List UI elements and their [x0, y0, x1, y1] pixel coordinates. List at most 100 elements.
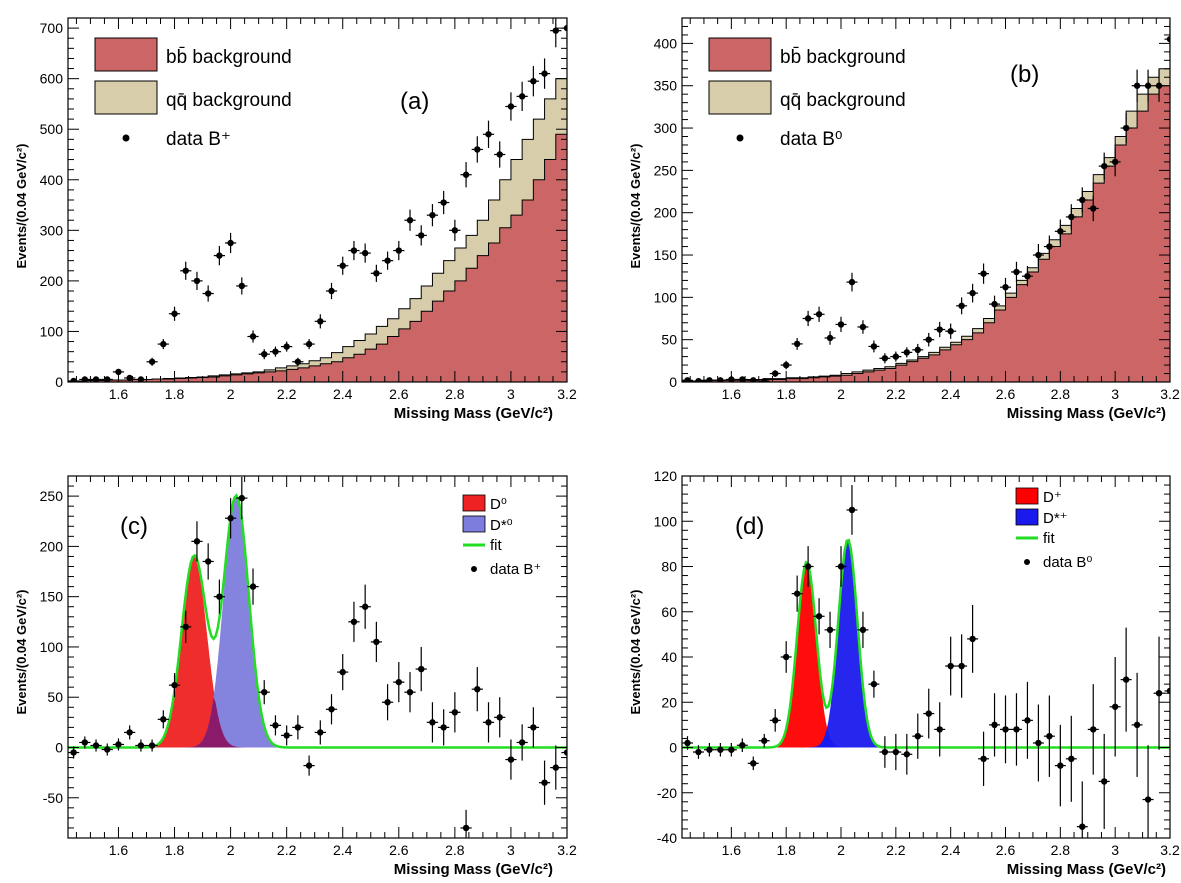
- panel-c-data-point: [204, 558, 212, 565]
- panel-b-data-point: [947, 328, 954, 335]
- panel-c-y-tick-label: 50: [47, 689, 63, 705]
- panel-d-data-point: [1035, 739, 1042, 747]
- panel-d-data-point: [1133, 721, 1141, 729]
- panel-a-data-point: [204, 290, 212, 297]
- panel-d-data-point: [750, 760, 757, 767]
- panel-b-x-tick-label: 3.2: [1160, 386, 1180, 402]
- panel-d-legend-data-label: data B⁰: [1043, 554, 1092, 571]
- panel-b-x-tick-label: 2.8: [1051, 386, 1071, 402]
- panel-b-data-point: [870, 343, 878, 350]
- panel-a-data-point: [137, 376, 145, 382]
- panel-b-data-point: [1101, 162, 1108, 170]
- panel-d-data-point: [826, 626, 834, 634]
- panel-a-clipped-marks: [68, 18, 567, 382]
- panel-c-data-point: [530, 724, 537, 731]
- panel-a-data-point: [305, 340, 313, 348]
- panel-b-data-point: [1111, 158, 1119, 166]
- panel-a-x-tick-label: 3.2: [557, 386, 577, 402]
- panel-d-data-point: [1024, 717, 1031, 724]
- panel-d-data-point: [1002, 726, 1009, 733]
- panel-a-data-point: [361, 249, 369, 257]
- panel-b-data-point: [706, 377, 713, 382]
- panel-a-label: (a): [400, 88, 429, 115]
- panel-a-data-point: [350, 247, 358, 254]
- panel-d-data-point: [870, 680, 878, 688]
- panel-b-x-tick-label: 1.8: [776, 386, 796, 402]
- panel-d-data-point: [684, 739, 691, 747]
- panel-d-data-point: [1046, 732, 1053, 740]
- panel-a-data-point: [126, 374, 133, 382]
- panel-b-data-point: [695, 377, 702, 382]
- panel-c-x-tick-label: 3.2: [557, 842, 577, 858]
- panel-a-data-point: [384, 257, 391, 264]
- panel-a-legend-data-label: data B⁺: [166, 129, 231, 150]
- panel-b-data-point: [1068, 213, 1075, 221]
- panel-a-legend-bb-label: bb̄ background: [166, 47, 292, 68]
- panel-a-data-point: [160, 340, 167, 348]
- panel-a-legend-data-marker: [122, 134, 130, 142]
- panel-c-data-point: [227, 515, 234, 522]
- panel-b-data-point: [1166, 35, 1170, 43]
- panel-c-legend-data-marker: [471, 566, 477, 572]
- panel-c-x-tick-label: 3: [507, 842, 515, 858]
- panel-c-y-tick-label: 100: [40, 639, 64, 655]
- panel-d-x-tick-label: 1.6: [722, 842, 742, 858]
- panel-a-y-tick-label: 400: [40, 172, 64, 188]
- panel-b-data-point: [1002, 283, 1009, 291]
- panel-c-data-point: [462, 824, 470, 832]
- panel-a-data-point: [216, 252, 223, 259]
- panel-d-x-tick-label: 2.8: [1051, 842, 1071, 858]
- panel-a-data-point: [317, 318, 324, 325]
- panel-c-data-point: [261, 688, 268, 696]
- panel-d-data-point: [1090, 726, 1097, 733]
- panel-c-data-point: [137, 742, 145, 749]
- panel-b-legend-qq-swatch: [708, 80, 772, 115]
- panel-d-data-point: [1155, 690, 1163, 697]
- panel-d-legend-data-marker: [1024, 559, 1030, 565]
- panel-c-data-point: [361, 603, 369, 610]
- panel-c-data-point: [328, 706, 335, 713]
- panel-d-data-point: [1166, 687, 1170, 695]
- panel-c-data-point: [541, 779, 548, 786]
- panel-a-x-tick-label: 2.2: [277, 386, 297, 402]
- panel-c-data-point: [406, 688, 414, 696]
- panel-b-x-tick-label: 3: [1111, 386, 1119, 402]
- panel-b-data-point: [793, 340, 801, 348]
- panel-b-bb-background-histogram: [682, 80, 1170, 382]
- panel-c-x-tick-label: 1.8: [165, 842, 185, 858]
- panel-b-data-point: [991, 300, 998, 308]
- panel-a-data-point: [249, 333, 257, 340]
- panel-a-data-point: [294, 358, 302, 365]
- panel-d-data-point: [1013, 726, 1020, 733]
- panel-a-chart: 1.6 1.8 2 2.2 2.4 2.6 2.8 3 3.2 0 100 200 300 400 500 6…: [14, 17, 577, 422]
- panel-a-data-point: [552, 27, 559, 34]
- panel-d-x-tick-label: 2: [837, 842, 845, 858]
- panel-a-data-point: [272, 348, 279, 355]
- panel-b-y-tick-label: 50: [661, 332, 677, 348]
- panel-c-data-point: [440, 724, 447, 731]
- panel-b-legend-data-marker: [736, 134, 744, 142]
- panel-b-label: (b): [1010, 61, 1039, 88]
- panel-a-data-point: [261, 350, 268, 358]
- panel-d-y-tick-label: 80: [661, 559, 677, 575]
- panel-b-y-tick-label: 350: [654, 78, 678, 94]
- panel-a-data-point: [429, 211, 436, 219]
- panel-d-x-tick-label: 1.8: [776, 842, 796, 858]
- panel-c-data-point: [104, 746, 111, 753]
- panel-a-data-point: [238, 282, 246, 290]
- panel-b-legend-data-label: data B⁰: [780, 129, 843, 150]
- panel-a-data-point: [373, 270, 380, 277]
- panel-d-data-point: [761, 737, 768, 744]
- panel-c-data-point: [182, 623, 189, 631]
- panel-b-x-tick-label: 2: [837, 386, 845, 402]
- panel-b-data-point: [837, 321, 845, 328]
- panel-c-x-tick-label: 2.4: [333, 842, 353, 858]
- panel-b-y-tick-label: 300: [654, 120, 678, 136]
- panel-c-data-point: [317, 729, 324, 736]
- panel-c-plot-area: 1.6 1.8 2 2.2 2.4 2.6 2.8 3 3.2 -50 0 50 100 150 200 25…: [40, 475, 577, 858]
- panel-c-data-point: [563, 749, 567, 756]
- panel-c-data-point: [148, 742, 156, 749]
- panel-b-data-point: [892, 353, 900, 360]
- panel-a-x-tick-label: 2: [227, 386, 235, 402]
- panel-d-data-point: [804, 563, 812, 570]
